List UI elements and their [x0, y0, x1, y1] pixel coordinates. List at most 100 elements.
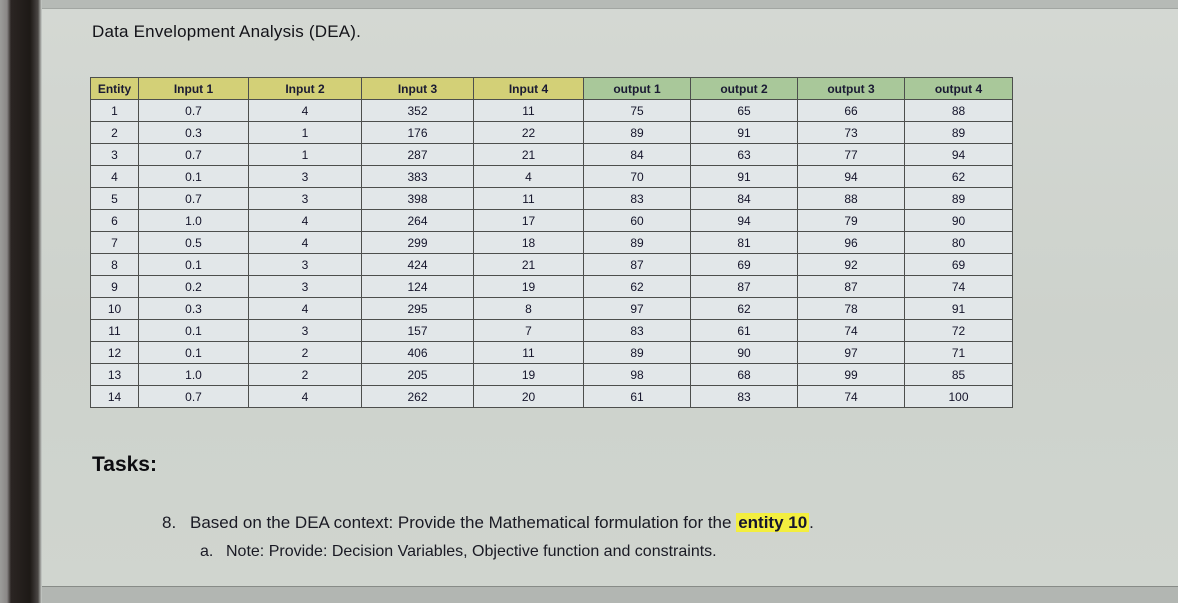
table-cell: 4	[248, 385, 362, 408]
task-item-8a: a. Note: Provide: Decision Variables, Obj…	[200, 543, 717, 561]
table-cell: 69	[904, 253, 1013, 276]
table-cell: 79	[797, 209, 905, 232]
table-cell: 2	[248, 341, 362, 364]
column-header-input-1: Input 1	[138, 77, 249, 100]
table-cell: 98	[583, 363, 691, 386]
table-cell: 1.0	[138, 209, 249, 232]
table-cell: 383	[361, 165, 474, 188]
table-cell: 72	[904, 319, 1013, 342]
top-edge-strip	[0, 0, 1178, 9]
table-cell: 13	[90, 363, 139, 386]
table-cell: 84	[690, 187, 798, 210]
table-cell: 61	[583, 385, 691, 408]
table-cell: 352	[361, 99, 474, 122]
table-cell: 0.7	[138, 187, 249, 210]
table-cell: 84	[583, 143, 691, 166]
column-header-input-4: Input 4	[473, 77, 584, 100]
table-cell: 11	[90, 319, 139, 342]
table-cell: 91	[690, 121, 798, 144]
task-8-text-before: Based on the DEA context: Provide the Ma…	[190, 513, 737, 532]
table-cell: 295	[361, 297, 474, 320]
table-cell: 22	[473, 121, 584, 144]
table-cell: 97	[583, 297, 691, 320]
table-cell: 74	[904, 275, 1013, 298]
table-cell: 6	[90, 209, 139, 232]
table-cell: 7	[90, 231, 139, 254]
column-header-input-2: Input 2	[248, 77, 362, 100]
table-cell: 264	[361, 209, 474, 232]
table-cell: 19	[473, 363, 584, 386]
column-header-output-3: output 3	[797, 77, 905, 100]
table-cell: 0.1	[138, 319, 249, 342]
table-cell: 19	[473, 275, 584, 298]
task-item-8: 8. Based on the DEA context: Provide the …	[162, 513, 814, 533]
column-header-entity: Entity	[90, 77, 139, 100]
table-cell: 5	[90, 187, 139, 210]
table-row: 4 0.1 3 383 4 70 91 94 62	[90, 165, 1013, 188]
table-cell: 21	[473, 253, 584, 276]
table-cell: 1.0	[138, 363, 249, 386]
task-8-text-after: .	[809, 513, 814, 532]
table-cell: 88	[797, 187, 905, 210]
table-row: 10 0.3 4 295 8 97 62 78 91	[90, 297, 1013, 320]
table-cell: 81	[690, 231, 798, 254]
table-row: 9 0.2 3 124 19 62 87 87 74	[90, 275, 1013, 298]
left-edge-shadow	[0, 0, 42, 603]
tasks-heading: Tasks:	[92, 453, 157, 476]
table-cell: 62	[583, 275, 691, 298]
table-row: 2 0.3 1 176 22 89 91 73 89	[90, 121, 1013, 144]
table-cell: 70	[583, 165, 691, 188]
table-row: 8 0.1 3 424 21 87 69 92 69	[90, 253, 1013, 276]
table-cell: 17	[473, 209, 584, 232]
table-cell: 0.7	[138, 99, 249, 122]
table-cell: 63	[690, 143, 798, 166]
table-row: 11 0.1 3 157 7 83 61 74 72	[90, 319, 1013, 342]
table-cell: 176	[361, 121, 474, 144]
table-row: 7 0.5 4 299 18 89 81 96 80	[90, 231, 1013, 254]
table-cell: 3	[248, 275, 362, 298]
table-header-row: Entity Input 1 Input 2 Input 3 Input 4 output…	[90, 77, 1013, 100]
table-cell: 299	[361, 231, 474, 254]
task-8a-text: Note: Provide: Decision Variables, Objec…	[226, 543, 717, 560]
table-cell: 14	[90, 385, 139, 408]
table-cell: 94	[690, 209, 798, 232]
table-cell: 92	[797, 253, 905, 276]
table-cell: 205	[361, 363, 474, 386]
table-cell: 11	[473, 99, 584, 122]
table-cell: 97	[797, 341, 905, 364]
table-cell: 96	[797, 231, 905, 254]
table-cell: 7	[473, 319, 584, 342]
table-body: 1 0.7 4 352 11 75 65 66 88 2 0.3 1 176 22 89 91 73 89 3 0.7…	[90, 99, 1013, 408]
highlighted-entity: entity 10	[736, 513, 810, 532]
table-cell: 1	[248, 121, 362, 144]
column-header-output-4: output 4	[904, 77, 1013, 100]
table-cell: 20	[473, 385, 584, 408]
table-cell: 3	[248, 319, 362, 342]
table-cell: 99	[797, 363, 905, 386]
table-cell: 83	[583, 319, 691, 342]
table-cell: 1	[90, 99, 139, 122]
table-cell: 157	[361, 319, 474, 342]
table-cell: 100	[904, 385, 1013, 408]
table-cell: 8	[90, 253, 139, 276]
table-cell: 11	[473, 187, 584, 210]
table-cell: 12	[90, 341, 139, 364]
table-cell: 0.5	[138, 231, 249, 254]
table-cell: 83	[583, 187, 691, 210]
table-cell: 0.1	[138, 165, 249, 188]
table-cell: 89	[904, 121, 1013, 144]
task-8-number: 8.	[162, 513, 177, 532]
table-cell: 21	[473, 143, 584, 166]
table-cell: 89	[583, 121, 691, 144]
table-cell: 61	[690, 319, 798, 342]
table-cell: 62	[690, 297, 798, 320]
table-cell: 87	[797, 275, 905, 298]
table-cell: 287	[361, 143, 474, 166]
table-row: 12 0.1 2 406 11 89 90 97 71	[90, 341, 1013, 364]
table-row: 14 0.7 4 262 20 61 83 74 100	[90, 385, 1013, 408]
table-cell: 94	[797, 165, 905, 188]
table-cell: 66	[797, 99, 905, 122]
table-cell: 4	[248, 99, 362, 122]
table-cell: 87	[690, 275, 798, 298]
